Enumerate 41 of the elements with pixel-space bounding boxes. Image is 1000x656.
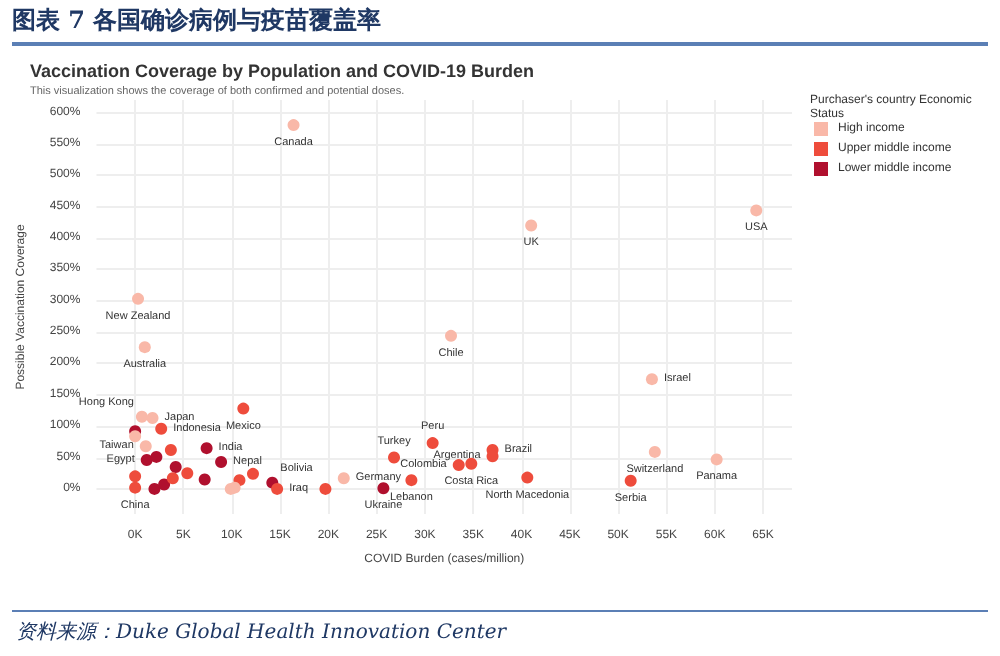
point <box>155 422 168 435</box>
point <box>521 471 534 484</box>
point <box>710 453 723 466</box>
point <box>169 460 182 473</box>
point <box>215 455 228 468</box>
point <box>287 119 300 132</box>
point <box>129 481 142 494</box>
chart-subtitle: Vaccination Coverage by Population and COVID-19 Burden <box>30 61 535 81</box>
point <box>645 373 658 386</box>
point <box>246 467 259 480</box>
point <box>445 329 458 342</box>
point <box>158 478 171 491</box>
point <box>750 204 763 217</box>
point <box>150 450 163 463</box>
point <box>200 442 213 455</box>
point <box>271 482 284 495</box>
point <box>337 472 350 485</box>
point <box>405 474 418 487</box>
point <box>146 412 159 425</box>
point <box>164 444 177 457</box>
text: 资料来源：Duke Global Health Innovation Center <box>16 619 507 646</box>
point <box>129 430 142 443</box>
point <box>426 437 439 450</box>
point <box>132 292 145 305</box>
point <box>139 440 152 453</box>
point <box>181 467 194 480</box>
chart-title: 图表 7 各国确诊病例与疫苗覆盖率 <box>12 4 382 38</box>
point <box>198 473 211 486</box>
point <box>135 410 148 423</box>
point <box>377 482 390 495</box>
point <box>624 474 637 487</box>
point <box>237 402 250 415</box>
point <box>388 451 401 464</box>
point <box>525 219 538 232</box>
point <box>129 470 142 483</box>
point <box>166 472 179 485</box>
point <box>138 341 151 354</box>
point <box>148 482 161 495</box>
point <box>140 454 153 467</box>
point <box>648 445 661 458</box>
point <box>319 482 332 495</box>
